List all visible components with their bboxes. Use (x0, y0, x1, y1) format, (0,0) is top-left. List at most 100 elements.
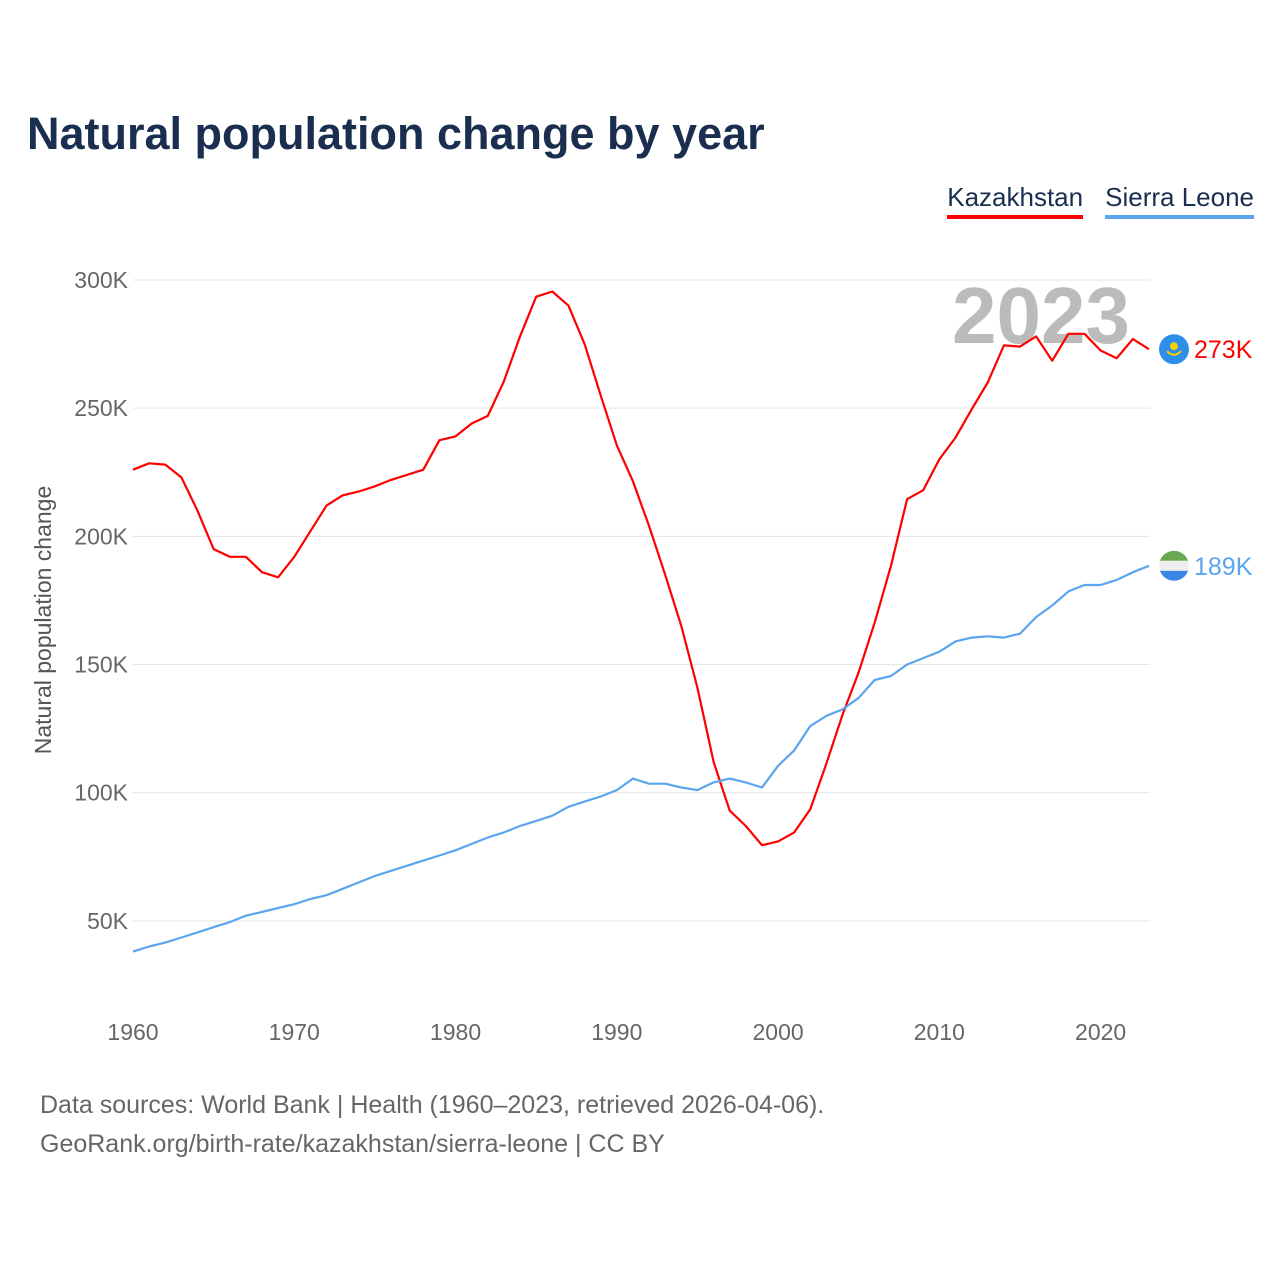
data-point-kazakhstan (598, 392, 604, 398)
data-point-kazakhstan (469, 421, 475, 427)
data-point-sierra-leone (775, 763, 781, 769)
data-point-sierra-leone (549, 813, 555, 819)
data-source-text: Data sources: World Bank | Health (1960–… (40, 1091, 825, 1119)
data-point-sierra-leone (711, 779, 717, 785)
data-point-sierra-leone (1017, 631, 1023, 637)
data-point-kazakhstan (1049, 358, 1055, 364)
data-point-kazakhstan (646, 523, 652, 529)
data-point-sierra-leone (291, 901, 297, 907)
data-point-sierra-leone (1098, 582, 1104, 588)
legend-item-kazakhstan[interactable]: Kazakhstan (947, 182, 1084, 219)
data-point-sierra-leone (227, 919, 233, 925)
data-point-kazakhstan (485, 413, 491, 419)
data-point-sierra-leone (1033, 614, 1039, 620)
data-point-kazakhstan (1146, 346, 1152, 352)
data-point-sierra-leone (146, 943, 152, 949)
attribution-link[interactable]: GeoRank.org/birth-rate/kazakhstan/sierra… (40, 1130, 665, 1158)
data-point-sierra-leone (1001, 635, 1007, 641)
data-point-kazakhstan (952, 435, 958, 441)
data-point-sierra-leone (888, 673, 894, 679)
data-point-sierra-leone (743, 779, 749, 785)
data-point-kazakhstan (582, 341, 588, 347)
data-point-kazakhstan (775, 838, 781, 844)
data-point-sierra-leone (453, 847, 459, 853)
data-point-kazakhstan (1114, 355, 1120, 361)
data-point-kazakhstan (694, 685, 700, 691)
data-point-kazakhstan (436, 437, 442, 443)
end-value-label-sierra-leone: 189K (1194, 553, 1253, 581)
data-point-kazakhstan (711, 759, 717, 765)
data-point-kazakhstan (1065, 331, 1071, 337)
data-point-sierra-leone (727, 776, 733, 782)
data-point-kazakhstan (307, 528, 313, 534)
data-point-sierra-leone (840, 706, 846, 712)
data-point-sierra-leone (904, 662, 910, 668)
data-point-sierra-leone (920, 655, 926, 661)
data-point-kazakhstan (743, 823, 749, 829)
data-point-sierra-leone (614, 787, 620, 793)
data-point-kazakhstan (275, 574, 281, 580)
legend-item-sierra-leone[interactable]: Sierra Leone (1105, 182, 1254, 219)
x-tick-label: 1980 (430, 1019, 481, 1045)
data-point-sierra-leone (598, 794, 604, 800)
data-point-kazakhstan (1081, 331, 1087, 337)
data-point-sierra-leone (662, 781, 668, 787)
x-tick-label: 2020 (1075, 1019, 1126, 1045)
data-point-sierra-leone (485, 835, 491, 841)
y-tick-label: 100K (74, 780, 128, 806)
y-tick-label: 150K (74, 652, 128, 678)
data-point-sierra-leone (533, 818, 539, 824)
x-tick-label: 1990 (591, 1019, 642, 1045)
y-tick-label: 300K (74, 267, 128, 293)
x-tick-label: 2010 (914, 1019, 965, 1045)
data-point-kazakhstan (614, 442, 620, 448)
data-point-sierra-leone (872, 677, 878, 683)
data-point-sierra-leone (404, 863, 410, 869)
data-point-kazakhstan (1130, 336, 1136, 342)
data-point-sierra-leone (211, 924, 217, 930)
data-point-sierra-leone (759, 785, 765, 791)
data-point-kazakhstan (823, 760, 829, 766)
x-tick-label: 1970 (269, 1019, 320, 1045)
data-point-kazakhstan (404, 472, 410, 478)
data-point-kazakhstan (227, 554, 233, 560)
data-point-kazakhstan (791, 829, 797, 835)
footer: Data sources: World Bank | Health (1960–… (40, 1086, 824, 1164)
data-point-kazakhstan (1098, 347, 1104, 353)
data-point-kazakhstan (872, 619, 878, 625)
data-point-kazakhstan (453, 433, 459, 439)
data-point-kazakhstan (243, 554, 249, 560)
data-point-kazakhstan (372, 483, 378, 489)
data-point-kazakhstan (759, 842, 765, 848)
data-point-kazakhstan (324, 503, 330, 509)
data-point-kazakhstan (1033, 333, 1039, 339)
data-point-kazakhstan (888, 563, 894, 569)
data-point-kazakhstan (146, 460, 152, 466)
data-point-sierra-leone (1146, 563, 1152, 569)
data-point-sierra-leone (420, 858, 426, 864)
data-point-kazakhstan (517, 333, 523, 339)
data-point-sierra-leone (130, 949, 136, 955)
data-point-kazakhstan (356, 488, 362, 494)
data-point-kazakhstan (420, 467, 426, 473)
data-point-kazakhstan (549, 289, 555, 295)
data-point-kazakhstan (565, 303, 571, 309)
year-watermark: 2023 (952, 271, 1130, 360)
data-point-sierra-leone (324, 892, 330, 898)
data-point-sierra-leone (195, 929, 201, 935)
data-point-sierra-leone (936, 649, 942, 655)
data-point-kazakhstan (340, 492, 346, 498)
x-tick-label: 1960 (107, 1019, 158, 1045)
data-point-sierra-leone (678, 785, 684, 791)
data-point-sierra-leone (517, 823, 523, 829)
data-point-kazakhstan (1017, 344, 1023, 350)
data-point-sierra-leone (275, 905, 281, 911)
y-tick-label: 250K (74, 395, 128, 421)
data-point-sierra-leone (307, 896, 313, 902)
data-point-sierra-leone (630, 776, 636, 782)
series-line-sierra-leone (132, 564, 1150, 953)
data-point-sierra-leone (952, 638, 958, 644)
data-point-kazakhstan (678, 623, 684, 629)
data-point-sierra-leone (436, 852, 442, 858)
data-point-sierra-leone (856, 695, 862, 701)
